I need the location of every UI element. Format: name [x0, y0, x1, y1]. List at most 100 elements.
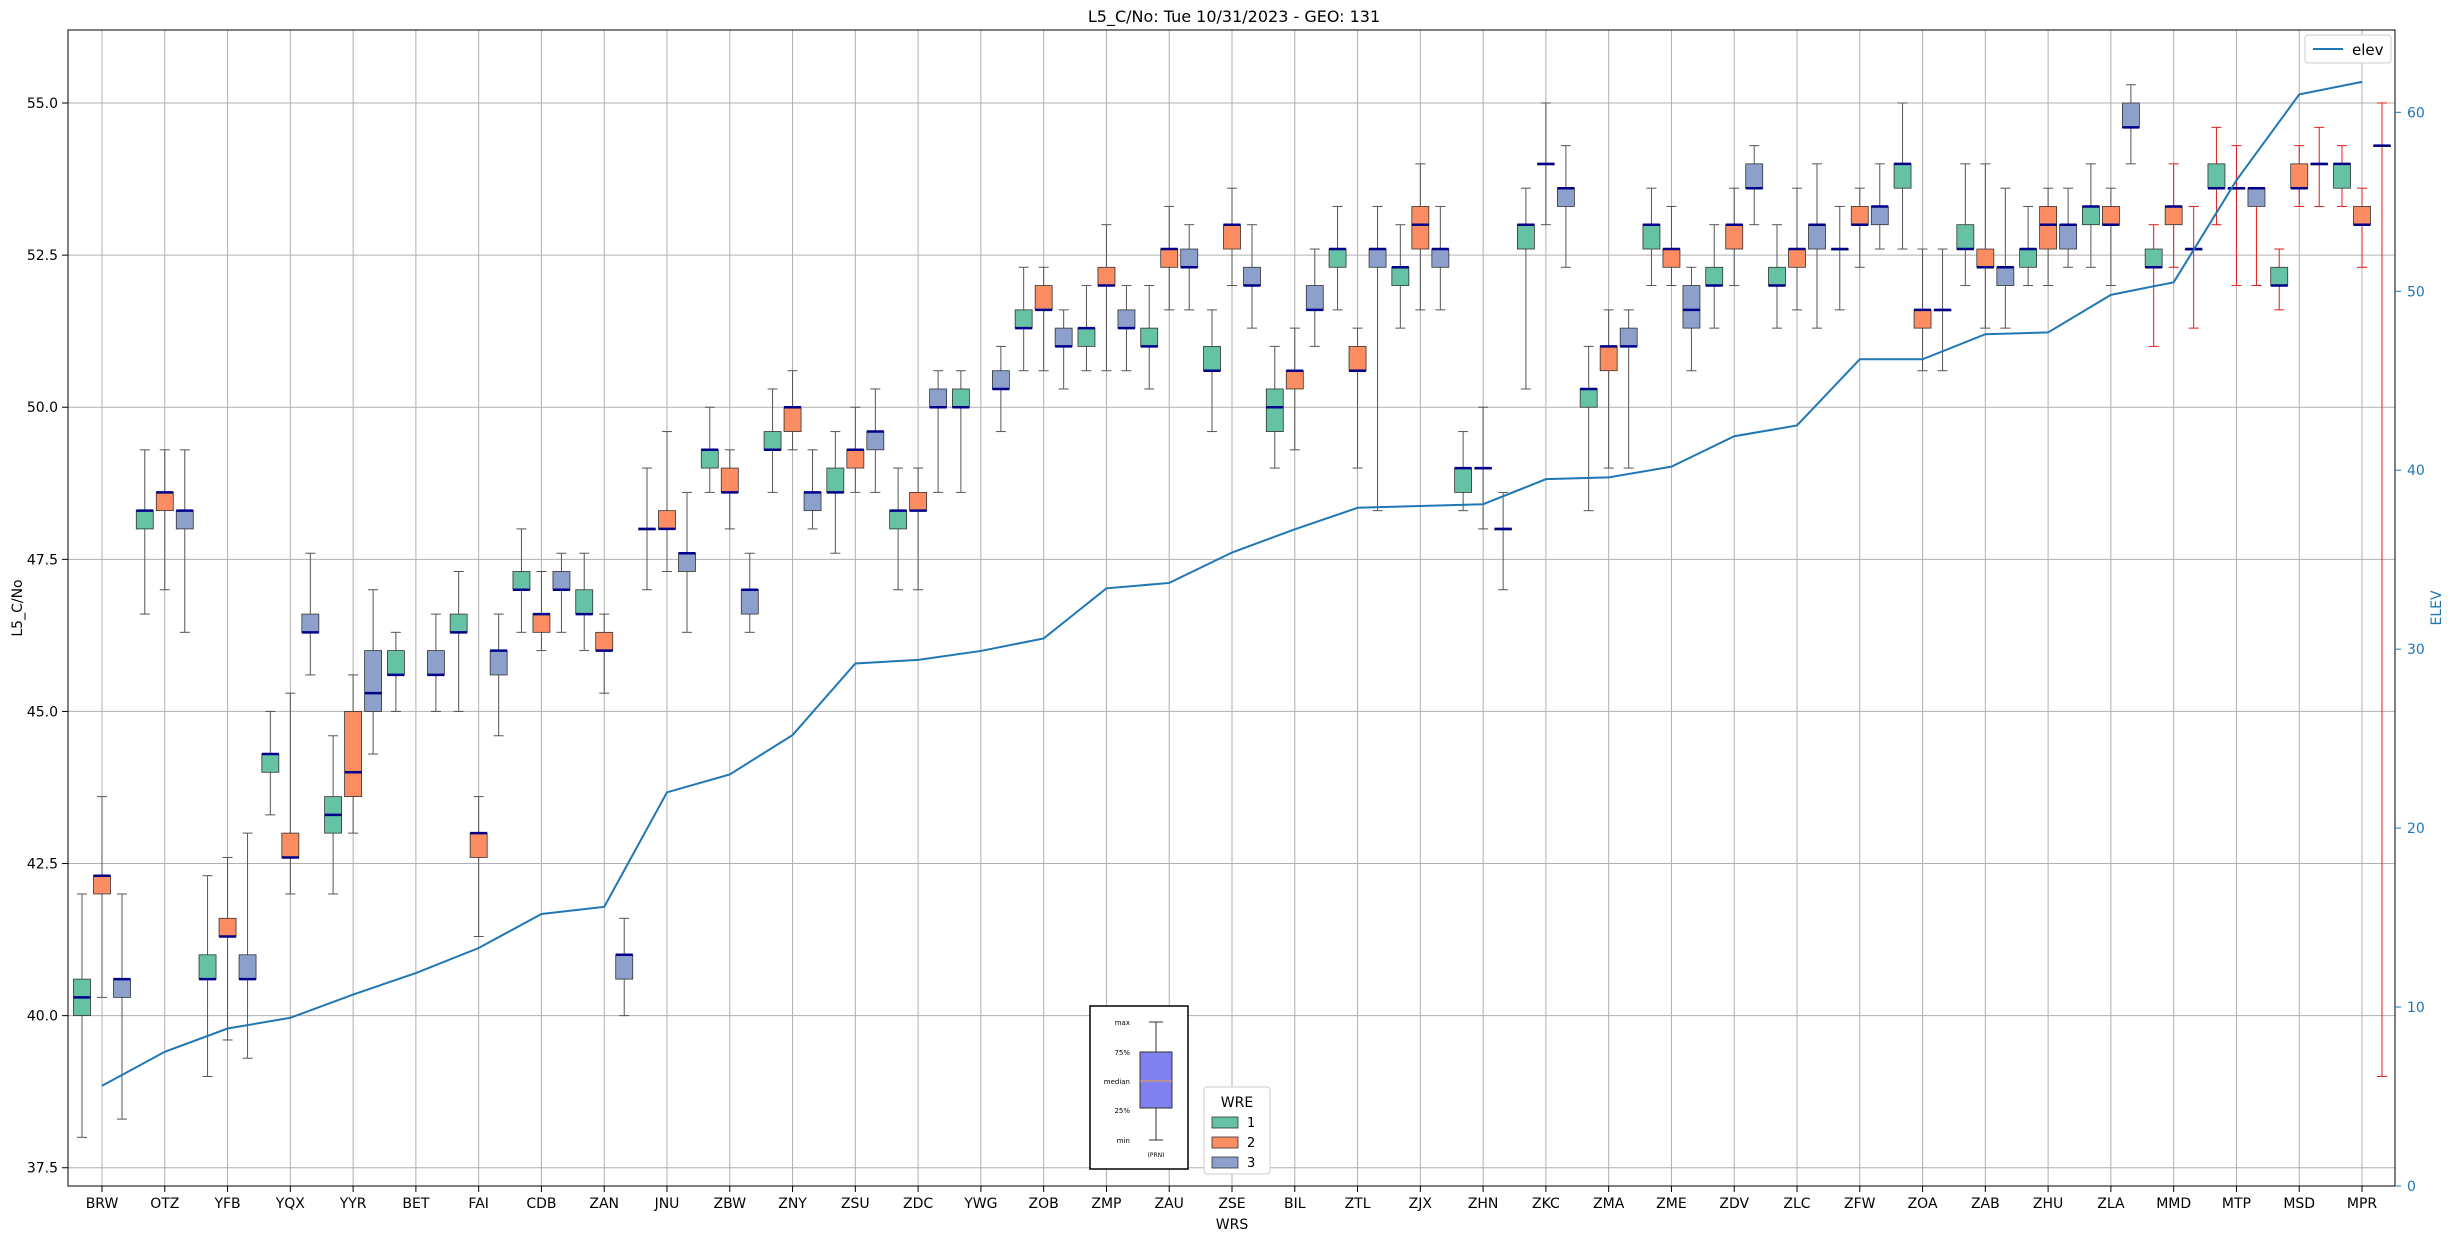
box-wre-3 — [175, 510, 194, 530]
box-wre-1 — [261, 753, 280, 773]
box-wre-1 — [1203, 345, 1221, 372]
x-tick-label: ZSE — [1218, 1196, 1245, 1212]
box-wre-3 — [678, 552, 696, 572]
box-wre-1 — [763, 431, 782, 451]
box-wre-3 — [1745, 163, 1764, 189]
box-wre-2 — [93, 875, 111, 895]
wre-legend-entry-1: 1 — [1247, 1116, 1255, 1131]
box-wre-3 — [2247, 187, 2266, 207]
box-wre-3 — [489, 650, 508, 676]
x-tick-label: ZDV — [1719, 1196, 1749, 1212]
x-tick-label: FAI — [468, 1196, 488, 1212]
box-wre-3 — [2121, 102, 2140, 128]
box-wre-1 — [2333, 163, 2351, 189]
box-wre-1 — [1893, 163, 1912, 189]
x-axis: BRW OTZ YFB YQX YYR BET FAI CDB ZAN JNU ZBW ZNY ZSU Z… — [86, 1186, 2378, 1212]
box-wre-1 — [198, 954, 217, 980]
x-tick-label: ZSU — [841, 1196, 870, 1212]
x-tick-label: ZME — [1656, 1196, 1687, 1212]
box-wre-1 — [1579, 388, 1598, 408]
y2-axis-label: ELEV — [2429, 590, 2445, 625]
elev-legend: elev — [2304, 34, 2392, 64]
y-axis-label: L5_C/No — [10, 579, 26, 636]
box-wre-2 — [1788, 248, 1806, 268]
box-wre-2 — [532, 613, 551, 633]
box-wre-2 — [469, 832, 488, 858]
box-wre-3 — [1996, 266, 2015, 286]
y-tick-label: 37.5 — [27, 1161, 58, 1177]
box-wre-3 — [1243, 266, 1261, 286]
box-wre-1 — [1265, 388, 1284, 432]
box-wre-1 — [1014, 309, 1033, 329]
box-wre-2 — [2164, 206, 2183, 226]
inset-label-q1: 25% — [1114, 1107, 1130, 1115]
x-tick-label: ZHU — [2033, 1196, 2063, 1212]
box-wre-3 — [615, 954, 634, 980]
box-wre-2 — [344, 711, 363, 798]
box-wre-3 — [1431, 248, 1450, 268]
elev-line — [101, 80, 2363, 1087]
x-tick-label: ZDC — [903, 1196, 933, 1212]
inset-label-max: max — [1115, 1019, 1130, 1027]
box-wre-3 — [2059, 224, 2078, 250]
y-tick-label: 40.0 — [27, 1009, 58, 1025]
box-wre-1 — [1768, 266, 1786, 286]
whiskers — [77, 84, 2387, 1138]
x-tick-label: JNU — [654, 1196, 680, 1212]
box-wre-1 — [2019, 248, 2038, 268]
box-wre-3 — [364, 650, 383, 712]
x-tick-label: ZHN — [1468, 1196, 1499, 1212]
box-wre-1 — [2144, 248, 2163, 268]
box-wre-2 — [909, 491, 928, 512]
box-wre-1 — [951, 388, 970, 408]
box-wre-2 — [1411, 206, 1430, 250]
x-tick-label: BIL — [1284, 1196, 1306, 1212]
box-wre-2 — [783, 406, 802, 432]
box-wre-3 — [1117, 309, 1136, 329]
box-wre-2 — [2353, 206, 2371, 226]
y2-tick-label: 0 — [2407, 1179, 2416, 1195]
box-wre-1 — [1454, 467, 1473, 493]
x-tick-label: MSD — [2283, 1196, 2315, 1212]
x-axis-label: WRS — [1216, 1217, 1249, 1233]
x-tick-label: BRW — [86, 1196, 119, 1212]
box-wre-1 — [1328, 248, 1347, 268]
x-tick-label: MMD — [2156, 1196, 2191, 1212]
box-wre-2 — [595, 631, 614, 651]
x-tick-label: ZMA — [1593, 1196, 1625, 1212]
x-tick-label: MPR — [2347, 1196, 2378, 1212]
inset-xlabel: (PRN) — [1148, 1152, 1165, 1159]
x-tick-label: ZAN — [589, 1196, 619, 1212]
box-wre-2 — [281, 832, 300, 858]
x-tick-label: YWG — [963, 1196, 997, 1212]
box-wre-2 — [1160, 248, 1179, 268]
box-wre-2 — [2039, 206, 2058, 250]
box-wre-2 — [1285, 370, 1304, 390]
y2-tick-label: 60 — [2407, 105, 2425, 121]
box-wre-2 — [155, 491, 174, 512]
inset-label-q3: 75% — [1114, 1049, 1130, 1057]
y-tick-label: 55.0 — [27, 96, 58, 112]
x-tick-label: ZAU — [1155, 1196, 1184, 1212]
box-wre-1 — [1391, 266, 1410, 286]
x-tick-label: YFB — [213, 1196, 240, 1212]
box-wre-1 — [1642, 224, 1661, 250]
box-wre-1 — [512, 571, 531, 591]
box-wre-2 — [1850, 206, 1869, 226]
box-wre-1 — [889, 510, 908, 530]
box-wre-2 — [1348, 345, 1367, 372]
box-wre-1 — [1077, 327, 1096, 347]
inset-box — [1139, 1051, 1173, 1109]
grid — [68, 30, 2395, 1186]
y-axis: 37.5 40.0 42.5 45.0 47.5 50.0 52.5 55.0 — [27, 96, 68, 1177]
box-wre-2 — [2101, 206, 2120, 226]
box-wre-2 — [218, 917, 237, 937]
box-wre-2 — [846, 449, 865, 469]
wre-legend-entry-2: 2 — [1247, 1136, 1255, 1151]
y2-tick-label: 40 — [2407, 463, 2425, 479]
y2-tick-label: 20 — [2407, 821, 2425, 837]
box-wre-2 — [1097, 266, 1116, 286]
x-tick-label: ZKC — [1532, 1196, 1560, 1212]
box-wre-2 — [1913, 309, 1932, 329]
box-wre-3 — [426, 650, 445, 676]
